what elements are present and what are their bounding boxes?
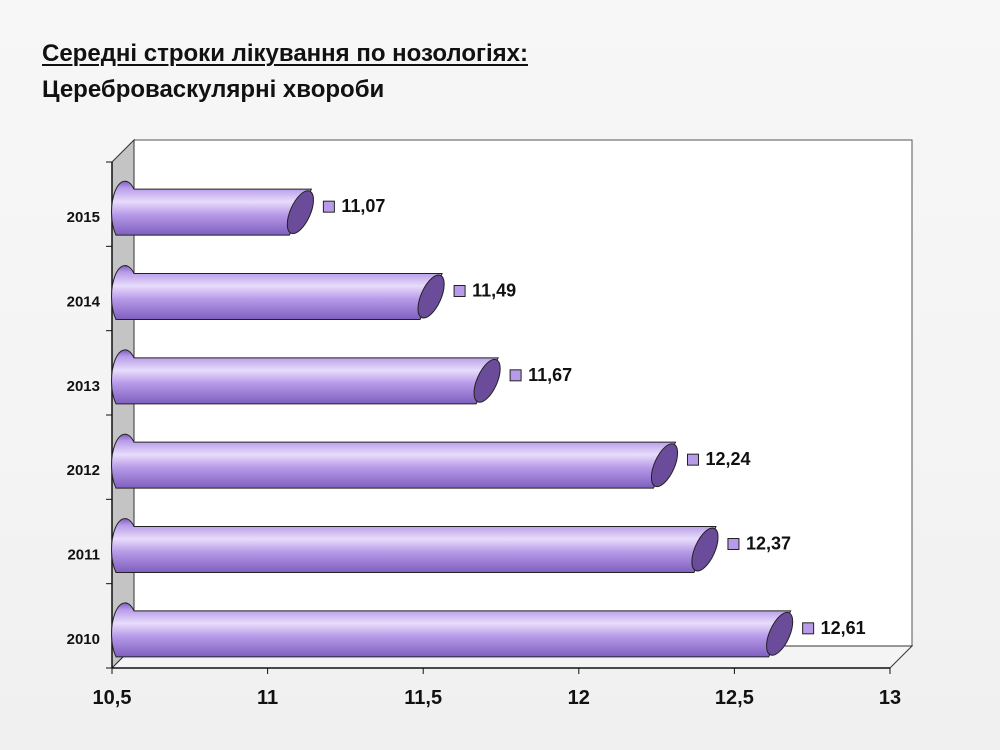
x-tick-label: 11 xyxy=(257,687,278,709)
data-label: 12,61 xyxy=(821,618,866,638)
x-tick-label: 10,5 xyxy=(93,687,132,709)
bar-end-cap xyxy=(473,358,501,403)
chart-subtitle: Цереброваскулярні хвороби xyxy=(42,76,385,103)
chart-title: Середні строки лікування по нозологіях: xyxy=(42,40,528,67)
y-tick-label: 2013 xyxy=(67,378,100,395)
y-tick-label: 2014 xyxy=(67,294,101,311)
data-label: 11,49 xyxy=(472,281,516,301)
bar-body xyxy=(111,349,499,405)
bar-body xyxy=(111,602,792,658)
y-tick-label: 2015 xyxy=(67,209,100,226)
y-tick-label: 2010 xyxy=(67,631,100,648)
data-label-marker xyxy=(322,200,335,213)
bar-2010 xyxy=(111,602,794,658)
bar-body xyxy=(111,265,443,320)
data-label-marker xyxy=(727,538,740,550)
bar-body xyxy=(111,518,717,573)
y-tick-label: 2012 xyxy=(67,462,100,479)
x-tick-label: 13 xyxy=(879,687,901,709)
bar-end-cap xyxy=(766,611,794,656)
data-label-marker xyxy=(802,622,815,635)
bar-2011 xyxy=(111,518,719,573)
bar-2014 xyxy=(111,265,445,320)
bar-body xyxy=(111,433,677,489)
data-label: 11,07 xyxy=(341,196,385,216)
bar-end-cap xyxy=(417,274,445,319)
x-tick-label: 12 xyxy=(568,687,590,709)
x-tick-label: 12,5 xyxy=(715,687,754,709)
bar-2015 xyxy=(111,180,314,236)
bar-2013 xyxy=(111,349,501,405)
data-label: 11,67 xyxy=(528,365,572,385)
data-label-marker xyxy=(686,453,699,466)
y-tick-label: 2011 xyxy=(67,547,100,564)
bar-end-cap xyxy=(691,527,719,572)
data-label-marker xyxy=(453,285,466,297)
bar-2012 xyxy=(111,433,679,489)
data-label: 12,37 xyxy=(746,534,791,554)
data-label-marker xyxy=(509,369,522,382)
x-tick-label: 11,5 xyxy=(404,687,442,709)
bar-end-cap xyxy=(286,190,314,235)
data-label: 12,24 xyxy=(705,449,750,469)
bar-body xyxy=(111,180,313,236)
bar-end-cap xyxy=(650,443,679,488)
